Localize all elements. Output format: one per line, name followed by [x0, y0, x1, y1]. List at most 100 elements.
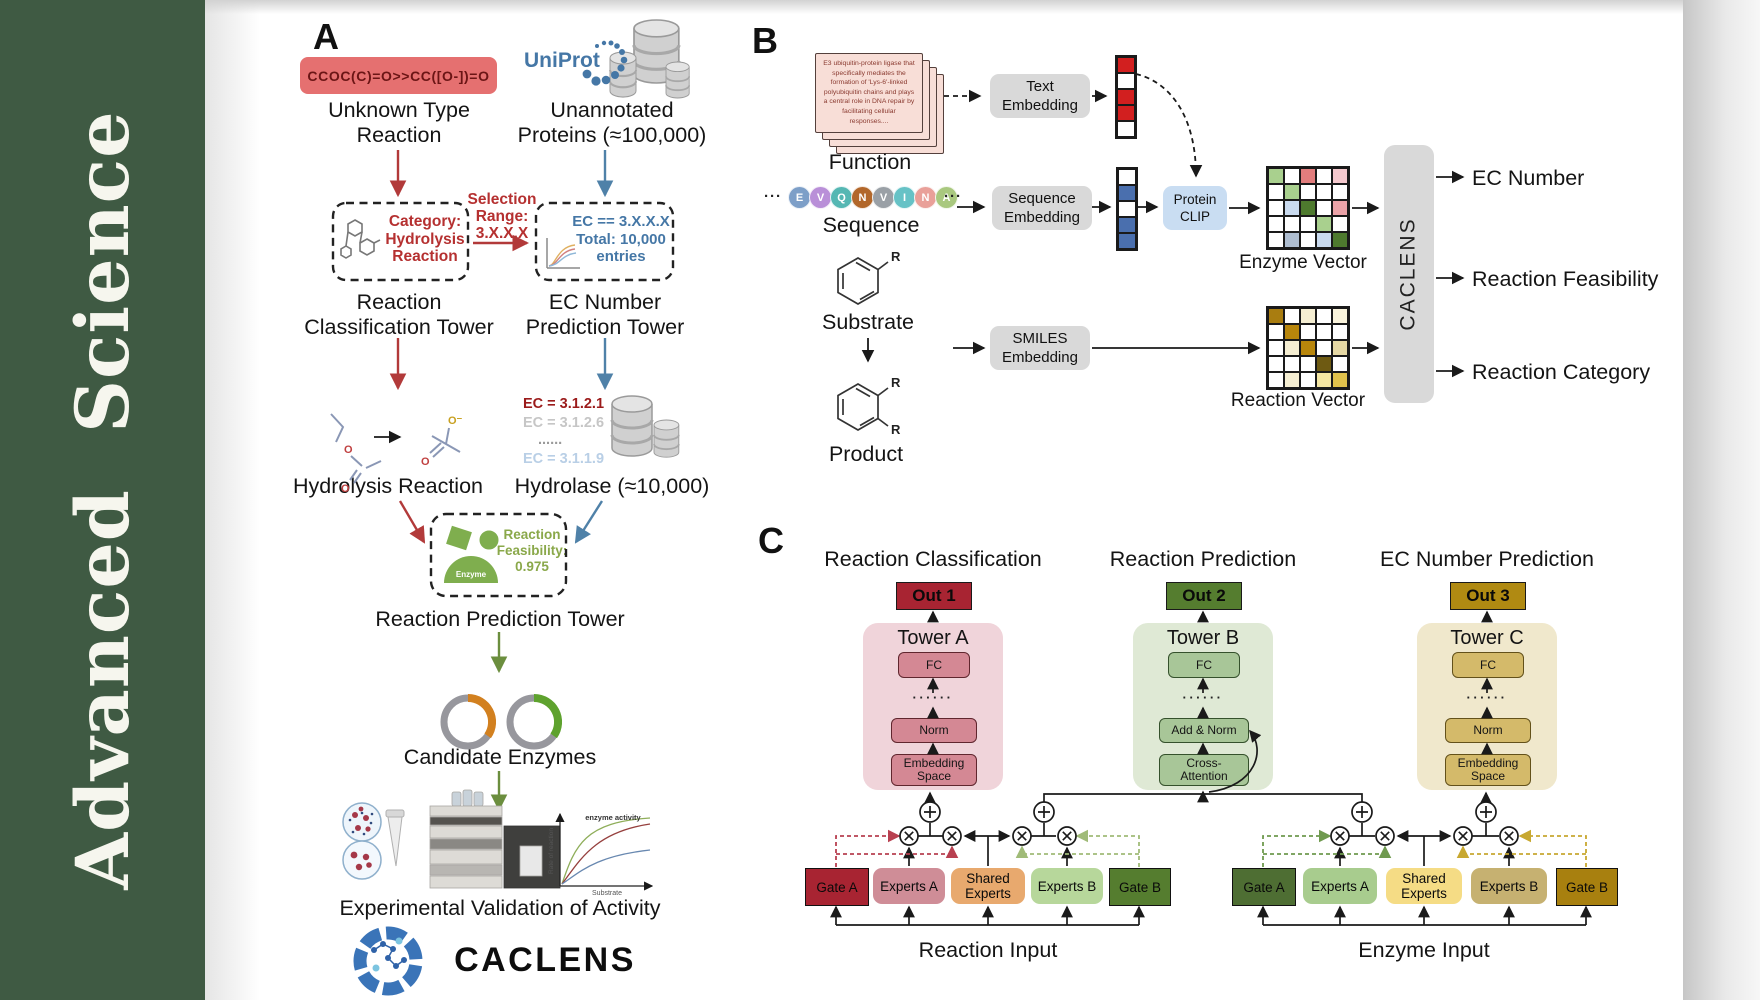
tower-c-embedding-space: Embedding Space	[1445, 754, 1531, 786]
output-reaction-category: Reaction Category	[1472, 360, 1651, 384]
matrix-cell	[1300, 200, 1316, 216]
tower-c-dots: ······	[1466, 690, 1508, 705]
out3-box: Out 3	[1450, 582, 1526, 610]
tower-a-embedding-space: Embedding Space	[891, 754, 977, 786]
vector-cell	[1118, 201, 1136, 217]
matrix-cell	[1284, 184, 1300, 200]
vector-cell	[1118, 169, 1136, 185]
heading-reaction-prediction: Reaction Prediction	[1109, 547, 1297, 571]
hydrolysis-reaction-label: Hydrolysis Reaction	[293, 474, 483, 498]
product-r2-label: R	[891, 422, 901, 437]
page-left-shadow	[205, 0, 260, 1000]
out2-box: Out 2	[1166, 582, 1242, 610]
molecule-icon	[340, 219, 381, 259]
cell-culture-icon	[342, 802, 405, 880]
protein-clip-box: Protein CLIP	[1163, 186, 1227, 230]
matrix-cell	[1316, 168, 1332, 184]
matrix-cell	[1316, 216, 1332, 232]
category-box-text: Category: Hydrolysis Reaction	[385, 213, 465, 265]
tower-a-norm: Norm	[891, 718, 977, 743]
tower-c-fc: FC	[1452, 652, 1524, 678]
smiles-reaction-box: CCOC(C)=O>>CC([O-])=O	[300, 57, 497, 94]
reaction-feasibility-label: Reaction Feasibility: 0.975	[496, 527, 568, 574]
matrix-cell	[1300, 324, 1316, 340]
activity-plot-title: enzyme activity	[585, 813, 641, 822]
matrix-cell	[1284, 168, 1300, 184]
tower-b-cross-attention: Cross- Attention	[1159, 754, 1249, 786]
ec-filter-box-text: EC == 3.X.X.X Total: 10,000 entries	[572, 213, 670, 265]
caclens-logo-icon	[353, 926, 423, 996]
sum-operators	[919, 801, 1497, 823]
residue-circle: N	[851, 186, 874, 209]
reaction-gate-a: Gate A	[805, 868, 869, 906]
matrix-cell	[1316, 200, 1332, 216]
ec-result-1: EC = 3.1.2.1	[523, 396, 605, 412]
sequence-ellipsis-left: ···	[764, 188, 782, 205]
enzyme-experts-a: Experts A	[1303, 868, 1377, 904]
hplc-instrument-icon	[429, 789, 561, 889]
tower-b-dots: ······	[1182, 690, 1224, 705]
candidate-enzymes-label: Candidate Enzymes	[403, 745, 597, 769]
smiles-embedding-box: SMILES Embedding	[990, 326, 1090, 370]
vector-cell	[1117, 105, 1135, 121]
uniprot-database-icon	[608, 18, 691, 99]
ec-result-ellipsis: ......	[538, 432, 563, 448]
matrix-cell	[1316, 356, 1332, 372]
text-embedding-vector	[1115, 55, 1137, 139]
matrix-cell	[1316, 324, 1332, 340]
enzyme-input-label: Enzyme Input	[1358, 938, 1490, 962]
matrix-cell	[1332, 340, 1348, 356]
residue-circle: V	[809, 186, 832, 209]
vector-cell	[1118, 185, 1136, 201]
function-label: Function	[828, 150, 912, 174]
substrate-r-label: R	[891, 249, 901, 264]
reaction-experts-a: Experts A	[873, 868, 945, 904]
matrix-cell	[1268, 232, 1284, 248]
gate-weight-dashed-lines	[835, 829, 1587, 867]
page-top-shadow	[205, 0, 1683, 14]
reaction-gate-b: Gate B	[1109, 868, 1171, 906]
matrix-cell	[1268, 168, 1284, 184]
matrix-cell	[1284, 232, 1300, 248]
matrix-cell	[1316, 308, 1332, 324]
matrix-cell	[1300, 232, 1316, 248]
sequence-ellipsis-right: ···	[944, 188, 962, 205]
reaction-vector-label: Reaction Vector	[1230, 390, 1366, 411]
reaction-classification-tower-label: Reaction Classification Tower	[304, 290, 494, 339]
matrix-cell	[1284, 308, 1300, 324]
uniprot-logo: UniProt	[524, 49, 600, 72]
sequence-label: Sequence	[822, 213, 920, 237]
enzyme-gate-b: Gate B	[1556, 868, 1618, 906]
matrix-cell	[1284, 340, 1300, 356]
substrate-molecule-icon	[837, 257, 889, 305]
plasmid-icons	[440, 693, 563, 750]
residue-circle: I	[893, 186, 916, 209]
svg-text:O: O	[421, 456, 430, 468]
residue-circle: V	[872, 186, 895, 209]
reaction-prediction-tower-label: Reaction Prediction Tower	[375, 607, 625, 631]
matrix-cell	[1284, 356, 1300, 372]
tower-b-add-norm: Add & Norm	[1159, 718, 1249, 743]
enzyme-vector-label: Enzyme Vector	[1239, 252, 1367, 273]
residue-circle: A	[935, 186, 958, 209]
product-r1-label: R	[891, 375, 901, 390]
matrix-cell	[1268, 372, 1284, 388]
residue-circle: N	[914, 186, 937, 209]
matrix-cell	[1284, 216, 1300, 232]
matrix-cell	[1332, 184, 1348, 200]
unknown-reaction-label: Unknown Type Reaction	[328, 98, 470, 147]
enzyme-icon: Enzyme	[444, 524, 500, 583]
svg-text:O⁻: O⁻	[448, 415, 463, 427]
matrix-cell	[1332, 168, 1348, 184]
vector-cell	[1117, 89, 1135, 105]
tower-c-title: Tower C	[1450, 627, 1524, 649]
out1-box: Out 1	[896, 582, 972, 610]
matrix-cell	[1268, 308, 1284, 324]
matrix-cell	[1332, 372, 1348, 388]
matrix-cell	[1268, 340, 1284, 356]
vector-cell	[1117, 121, 1135, 137]
product-label: Product	[828, 442, 904, 466]
residue-circle: Q	[830, 186, 853, 209]
matrix-cell	[1268, 200, 1284, 216]
multiply-operators	[899, 826, 1519, 846]
